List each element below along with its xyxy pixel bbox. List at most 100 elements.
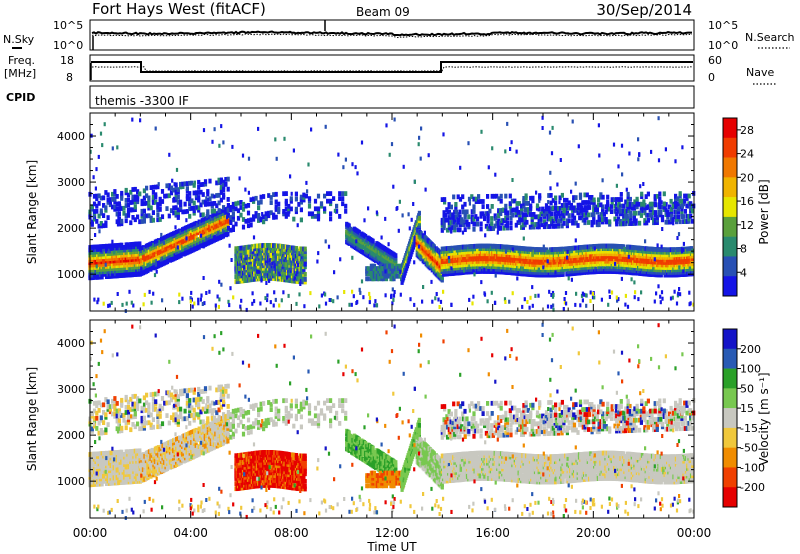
range-gate-cell (546, 270, 550, 275)
range-gate-cell (554, 272, 558, 278)
range-gate-cell (601, 266, 605, 272)
range-gate-cell (287, 203, 291, 209)
range-gate-cell (201, 192, 205, 197)
range-gate-cell (367, 249, 371, 254)
range-gate-cell (691, 268, 695, 274)
range-gate-cell (599, 264, 603, 269)
range-gate-cell (497, 213, 501, 219)
range-gate-cell (372, 263, 376, 269)
range-gate-cell (277, 201, 281, 207)
range-gate-cell (684, 261, 689, 267)
range-gate-cell (490, 226, 494, 231)
range-gate-cell (95, 219, 99, 224)
range-gate-cell (165, 193, 169, 199)
range-gate-cell (483, 216, 487, 222)
range-gate-cell (488, 243, 492, 249)
range-gate-cell (120, 218, 124, 224)
range-gate-cell (158, 201, 162, 207)
range-gate-cell (126, 207, 131, 213)
range-gate-cell (210, 201, 214, 206)
range-gate-cell (133, 199, 137, 205)
range-gate-cell (262, 214, 266, 220)
range-gate-cell (634, 268, 638, 273)
range-gate-cell (124, 198, 128, 203)
range-gate-cell (203, 181, 208, 187)
range-gate-cell (270, 255, 275, 261)
range-gate-cell (500, 218, 504, 223)
range-gate-cell (246, 203, 251, 208)
plot-title: Fort Hays West (fitACF) (92, 0, 266, 18)
range-gate-cell (476, 216, 480, 222)
range-gate-cell (140, 271, 144, 276)
range-gate-cell (179, 184, 183, 190)
range-gate-cell (490, 221, 494, 226)
range-gate-cell (172, 187, 176, 193)
range-gate-cell (113, 206, 117, 212)
range-gate-cell (176, 212, 180, 218)
range-gate-cell (520, 209, 524, 215)
range-gate-cell (206, 191, 210, 197)
range-gate-cell (131, 197, 135, 203)
range-gate-cell (126, 213, 131, 218)
range-gate-cell (456, 212, 460, 217)
nave-tick-top: 60 (708, 54, 722, 67)
range-gate-cell (268, 265, 272, 271)
range-gate-cell (294, 191, 298, 197)
range-gate-cell (183, 201, 187, 207)
range-gate-cell (518, 263, 522, 269)
range-gate-cell (494, 251, 498, 257)
range-gate-cell (169, 185, 174, 191)
range-gate-cell (505, 210, 510, 216)
range-gate-cell (222, 205, 226, 210)
range-gate-cell (470, 219, 474, 225)
range-gate-cell (262, 194, 266, 199)
range-gate-cell (479, 211, 483, 217)
range-gate-cell (449, 215, 453, 220)
range-gate-cell (126, 249, 130, 255)
range-gate-cell (481, 211, 485, 217)
range-gate-cell (523, 219, 527, 225)
range-gate-cell (435, 252, 439, 258)
range-gate-cell (484, 223, 488, 229)
range-gate-cell (301, 274, 305, 280)
range-gate-cell (99, 195, 103, 201)
range-gate-cell (486, 258, 490, 264)
range-gate-cell (172, 210, 176, 216)
range-gate-cell (472, 209, 476, 214)
range-gate-cell (453, 268, 457, 274)
range-gate-cell (449, 220, 453, 225)
range-gate-cell (169, 208, 174, 213)
range-gate-cell (442, 212, 446, 218)
range-gate-cell (176, 187, 180, 192)
nsky-label: N.Sky (3, 33, 35, 46)
range-gate-cell (307, 203, 312, 209)
range-gate-cell (560, 264, 564, 270)
range-gate-cell (613, 248, 617, 254)
range-gate-cell (231, 201, 235, 207)
range-gate-cell (140, 255, 144, 261)
range-gate-cell (614, 254, 618, 259)
range-gate-cell (691, 266, 695, 272)
range-gate-cell (384, 276, 389, 282)
range-gate-cell (190, 198, 194, 204)
range-gate-cell (453, 227, 457, 233)
range-gate-cell (299, 217, 303, 223)
range-gate-cell (95, 208, 99, 214)
range-gate-cell (106, 192, 110, 198)
range-gate-cell (210, 193, 214, 199)
range-gate-cell (377, 276, 381, 282)
range-gate-cell (384, 273, 389, 279)
range-gate-cell (140, 248, 144, 254)
range-gate-cell (417, 215, 421, 221)
range-gate-cell (151, 217, 155, 223)
range-gate-cell (117, 211, 121, 217)
range-gate-cell (172, 205, 176, 211)
range-gate-cell (126, 192, 131, 198)
range-gate-cell (185, 186, 189, 191)
range-gate-cell (224, 209, 228, 215)
range-gate-cell (299, 256, 303, 262)
range-gate-cell (241, 217, 246, 222)
range-gate-cell (498, 208, 503, 213)
range-gate-cell (419, 246, 423, 252)
range-gate-cell (672, 254, 676, 260)
